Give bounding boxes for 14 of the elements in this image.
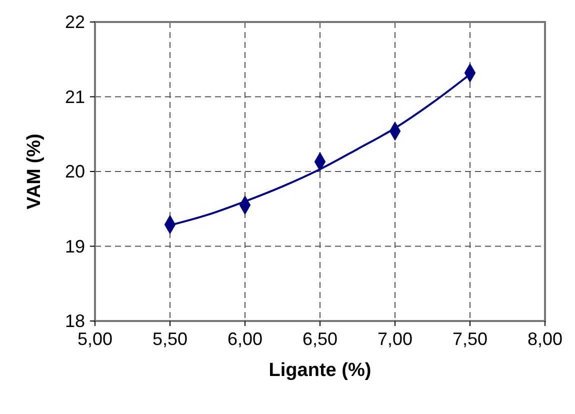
x-tick-label: 6,50 — [302, 329, 338, 349]
x-axis-title: Ligante (%) — [268, 360, 372, 381]
y-tick-label: 19 — [64, 236, 85, 256]
y-axis-title: VAM (%) — [24, 134, 45, 210]
x-tick-label: 8,00 — [527, 329, 563, 349]
x-tick-label: 6,00 — [227, 329, 263, 349]
y-tick-label: 18 — [64, 311, 85, 331]
x-tick-label: 5,50 — [152, 329, 188, 349]
x-tick-label: 7,00 — [377, 329, 413, 349]
x-tick-label: 5,00 — [77, 329, 113, 349]
y-tick-label: 21 — [64, 86, 85, 107]
y-tick-label: 20 — [64, 162, 85, 182]
y-tick-label: 22 — [64, 12, 85, 32]
x-tick-label: 7,50 — [452, 329, 488, 349]
